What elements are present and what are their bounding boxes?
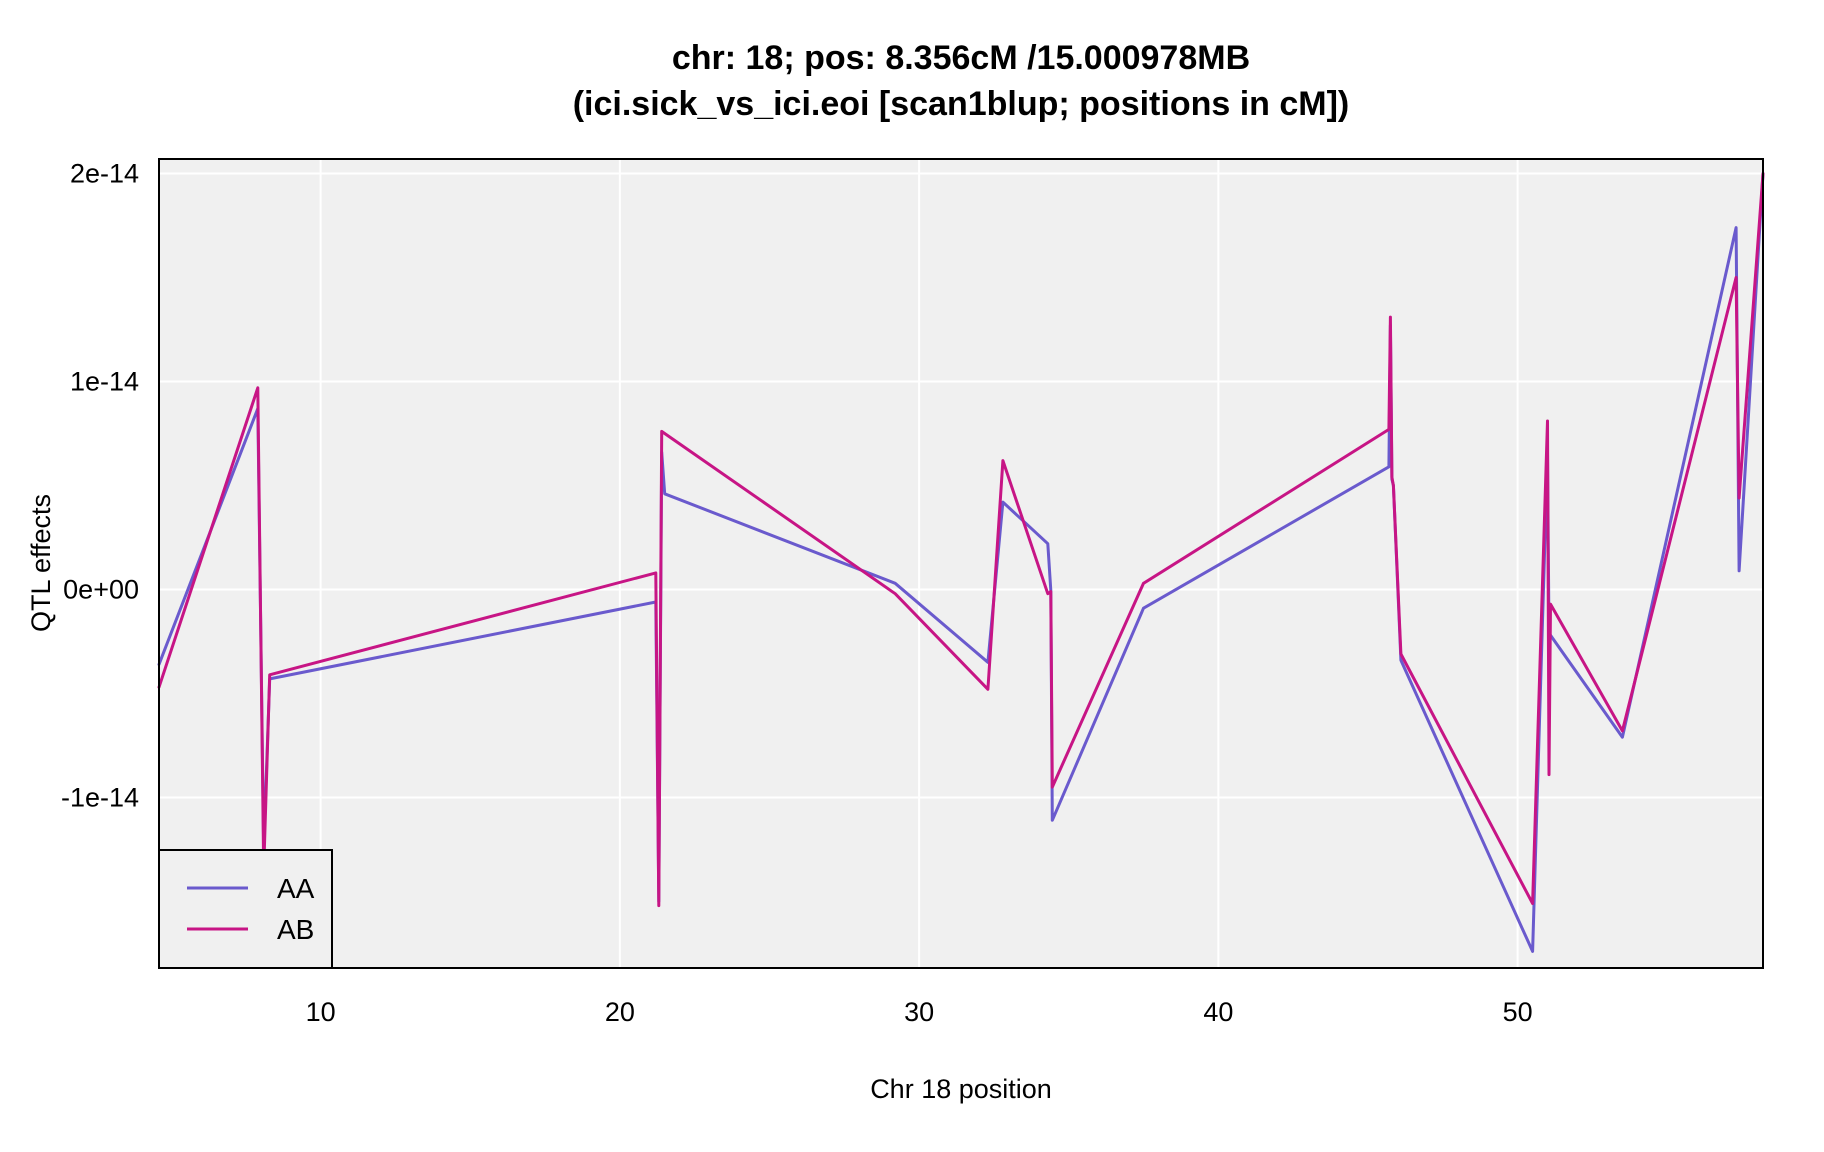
- x-tick-label: 40: [1203, 997, 1233, 1027]
- y-tick-label: 1e-14: [70, 367, 139, 397]
- y-axis-ticks: -1e-14 0e+00 1e-14 2e-14: [61, 159, 139, 813]
- x-axis-ticks: 10 20 30 40 50: [306, 997, 1533, 1027]
- x-tick-label: 30: [904, 997, 934, 1027]
- legend-label-ab: AB: [277, 914, 314, 945]
- x-tick-label: 50: [1503, 997, 1533, 1027]
- x-tick-label: 10: [306, 997, 336, 1027]
- legend-box: [158, 849, 333, 969]
- series-line-ab: [157, 172, 1765, 908]
- x-axis-label: Chr 18 position: [870, 1074, 1052, 1104]
- chart-title: chr: 18; pos: 8.356cM /15.000978MB: [672, 39, 1250, 77]
- legend: AA AB: [158, 849, 333, 969]
- plot-background: [159, 159, 1763, 968]
- y-tick-label: -1e-14: [61, 782, 139, 812]
- y-tick-label: 2e-14: [70, 159, 139, 189]
- x-tick-label: 20: [605, 997, 635, 1027]
- y-axis-label: QTL effects: [26, 494, 56, 632]
- series-lines: [157, 172, 1765, 953]
- y-tick-label: 0e+00: [63, 574, 139, 604]
- plot-frame: [158, 158, 1764, 969]
- legend-label-aa: AA: [277, 873, 315, 904]
- grid: [159, 159, 1763, 968]
- chart-subtitle: (ici.sick_vs_ici.eoi [scan1blup; positio…: [573, 85, 1350, 123]
